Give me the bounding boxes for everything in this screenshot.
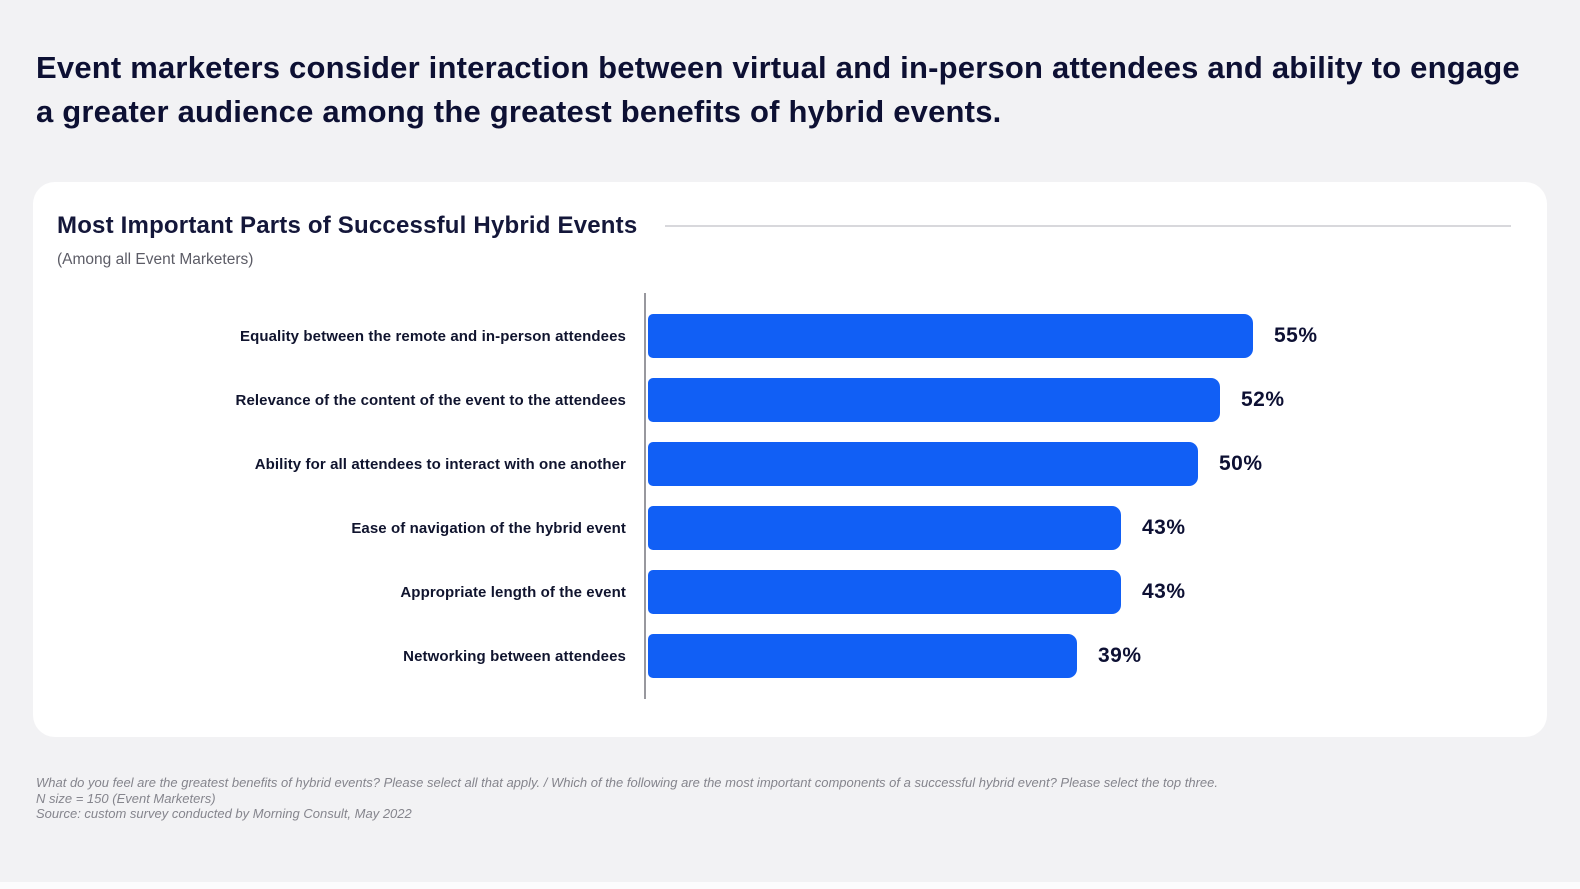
chart-row: Relevance of the content of the event to… [33,368,1547,432]
chart-title-row: Most Important Parts of Successful Hybri… [57,212,1511,240]
page-headline: Event marketers consider interaction bet… [36,50,1520,129]
bar-category-label: Equality between the remote and in-perso… [239,327,626,345]
chart-row: Appropriate length of the event 43% [33,560,1547,624]
chart-card: Most Important Parts of Successful Hybri… [33,182,1547,737]
chart-row: Ease of navigation of the hybrid event 43… [33,496,1547,560]
bar [648,634,1077,678]
chart-title: Most Important Parts of Successful Hybri… [57,212,638,239]
bar [648,314,1253,358]
bar-area: 43% [626,570,1547,614]
chart-rows: Equality between the remote and in-perso… [33,293,1547,688]
chart-subtitle: (Among all Event Marketers) [57,251,254,268]
horizontal-bar-chart: Equality between the remote and in-perso… [33,293,1547,699]
bar-category-label: Ability for all attendees to interact wi… [254,455,626,473]
chart-row: Networking between attendees 39% [33,624,1547,688]
bar-area: 55% [626,314,1547,358]
bar-value-label: 50% [1219,452,1263,475]
bar-category-label: Networking between attendees [403,647,626,665]
y-axis-line [644,293,646,699]
bar [648,442,1198,486]
bar-value-label: 39% [1098,644,1142,667]
footnote-nsize: N size = 150 (Event Marketers) [36,790,216,806]
bar-category-label: Relevance of the content of the event to… [235,391,626,409]
chart-row: Ability for all attendees to interact wi… [33,432,1547,496]
bar [648,570,1121,614]
title-rule-line [665,225,1511,227]
bar-value-label: 52% [1241,388,1285,411]
footnotes: What do you feel are the greatest benefi… [36,775,1218,822]
bar-category-label: Appropriate length of the event [400,583,626,601]
bar-area: 52% [626,378,1547,422]
bar-area: 39% [626,634,1547,678]
bar [648,506,1121,550]
footnote-question: What do you feel are the greatest benefi… [36,775,1218,790]
bar-value-label: 55% [1274,324,1318,347]
bar-category-label: Ease of navigation of the hybrid event [351,519,626,537]
bar-area: 50% [626,442,1547,486]
bar-area: 43% [626,506,1547,550]
bottom-strip [0,882,1580,889]
bar-value-label: 43% [1142,516,1186,539]
bar [648,378,1220,422]
bar-value-label: 43% [1142,580,1186,603]
footnote-source: Source: custom survey conducted by Morni… [36,806,412,822]
chart-row: Equality between the remote and in-perso… [33,304,1547,368]
